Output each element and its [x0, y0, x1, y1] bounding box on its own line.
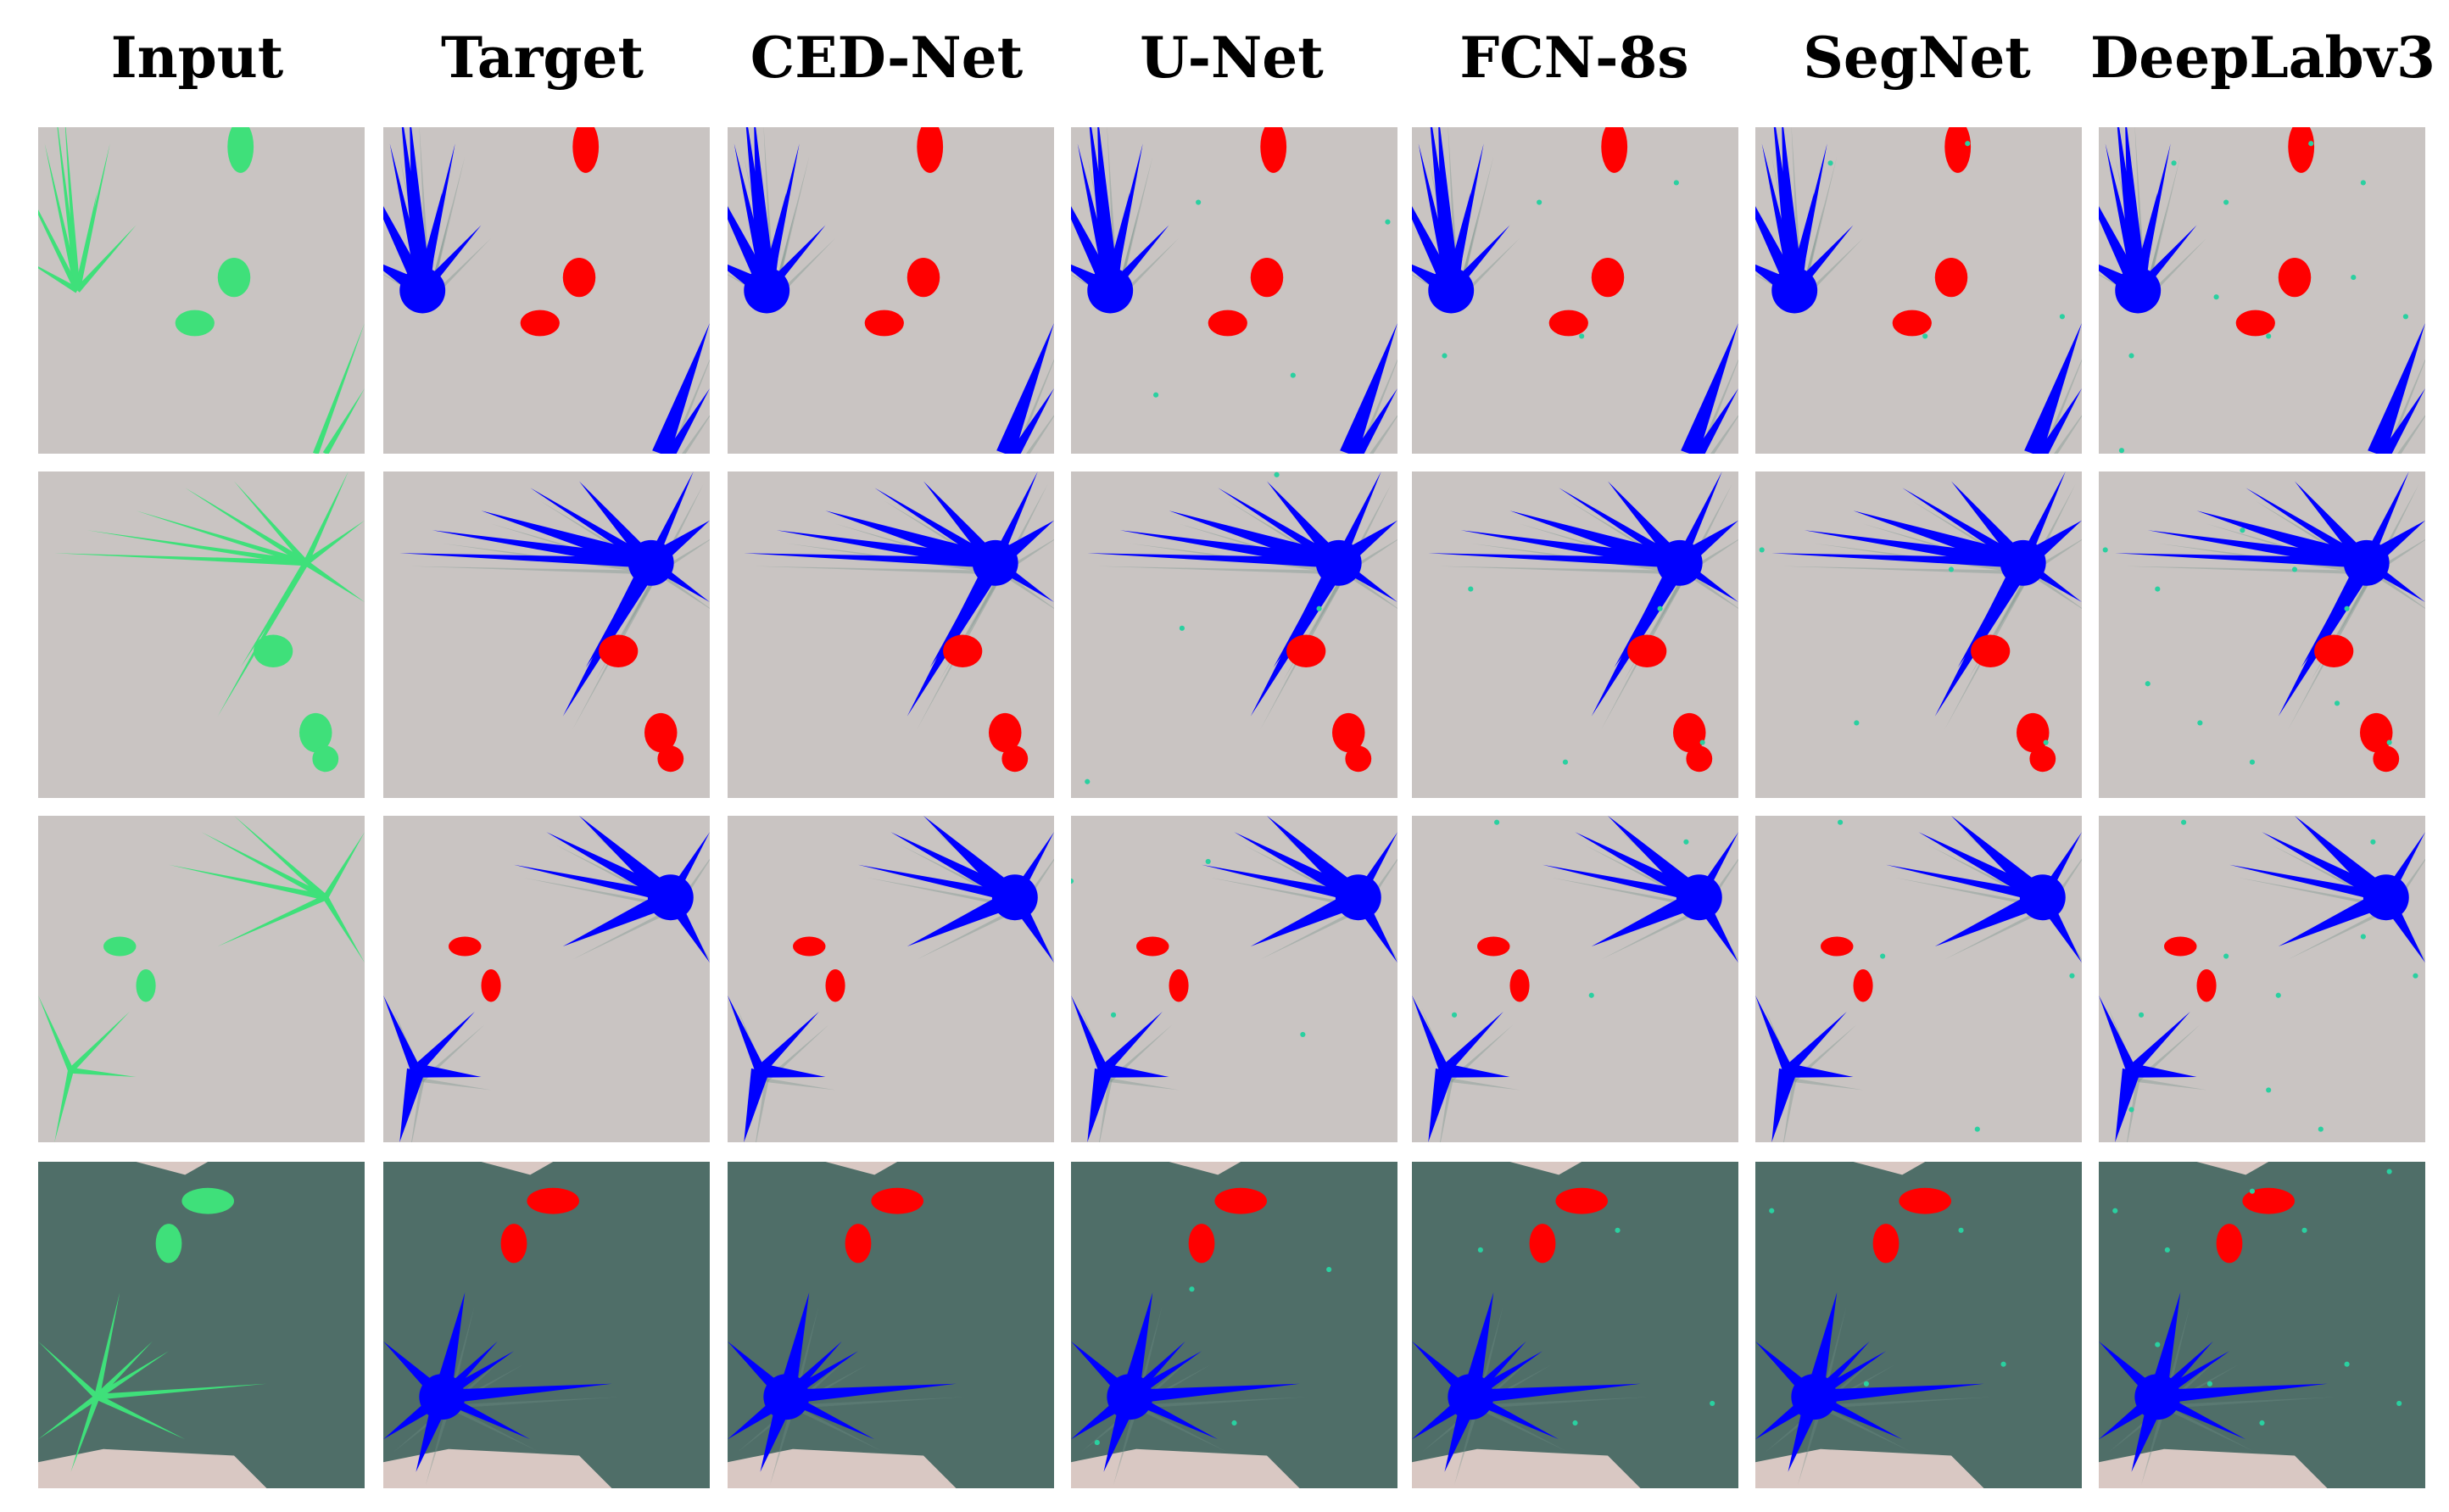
column-header-fcn-8s: FCN-8s — [1459, 25, 1689, 91]
ced-net-image-row-4 — [728, 1162, 1054, 1488]
column-header-target: Target — [441, 25, 644, 91]
deeplabv3-image-row-4 — [2099, 1162, 2425, 1488]
column-header-ced-net: CED-Net — [750, 25, 1024, 91]
target-image-row-4 — [383, 1162, 710, 1488]
ced-net-image-row-3 — [728, 816, 1054, 1142]
fcn-8s-image-row-1 — [1412, 127, 1738, 454]
segnet-image-row-3 — [1755, 816, 2082, 1142]
u-net-image-row-2 — [1071, 471, 1397, 798]
deeplabv3-image-row-3 — [2099, 816, 2425, 1142]
column-header-deeplabv3: DeepLabv3 — [2090, 25, 2435, 91]
column-header-segnet: SegNet — [1803, 25, 2031, 91]
fcn-8s-image-row-3 — [1412, 816, 1738, 1142]
deeplabv3-image-row-1 — [2099, 127, 2425, 454]
fcn-8s-image-row-4 — [1412, 1162, 1738, 1488]
deeplabv3-image-row-2 — [2099, 471, 2425, 798]
target-image-row-2 — [383, 471, 710, 798]
fcn-8s-image-row-2 — [1412, 471, 1738, 798]
input-image-row-1 — [38, 127, 365, 454]
input-image-row-3 — [38, 816, 365, 1142]
ced-net-image-row-1 — [728, 127, 1054, 454]
target-image-row-1 — [383, 127, 710, 454]
target-image-row-3 — [383, 816, 710, 1142]
input-image-row-4 — [38, 1162, 365, 1488]
u-net-image-row-4 — [1071, 1162, 1397, 1488]
column-header-input: Input — [110, 25, 284, 91]
segnet-image-row-4 — [1755, 1162, 2082, 1488]
input-image-row-2 — [38, 471, 365, 798]
column-header-u-net: U-Net — [1140, 25, 1324, 91]
segnet-image-row-1 — [1755, 127, 2082, 454]
segnet-image-row-2 — [1755, 471, 2082, 798]
u-net-image-row-1 — [1071, 127, 1397, 454]
ced-net-image-row-2 — [728, 471, 1054, 798]
u-net-image-row-3 — [1071, 816, 1397, 1142]
